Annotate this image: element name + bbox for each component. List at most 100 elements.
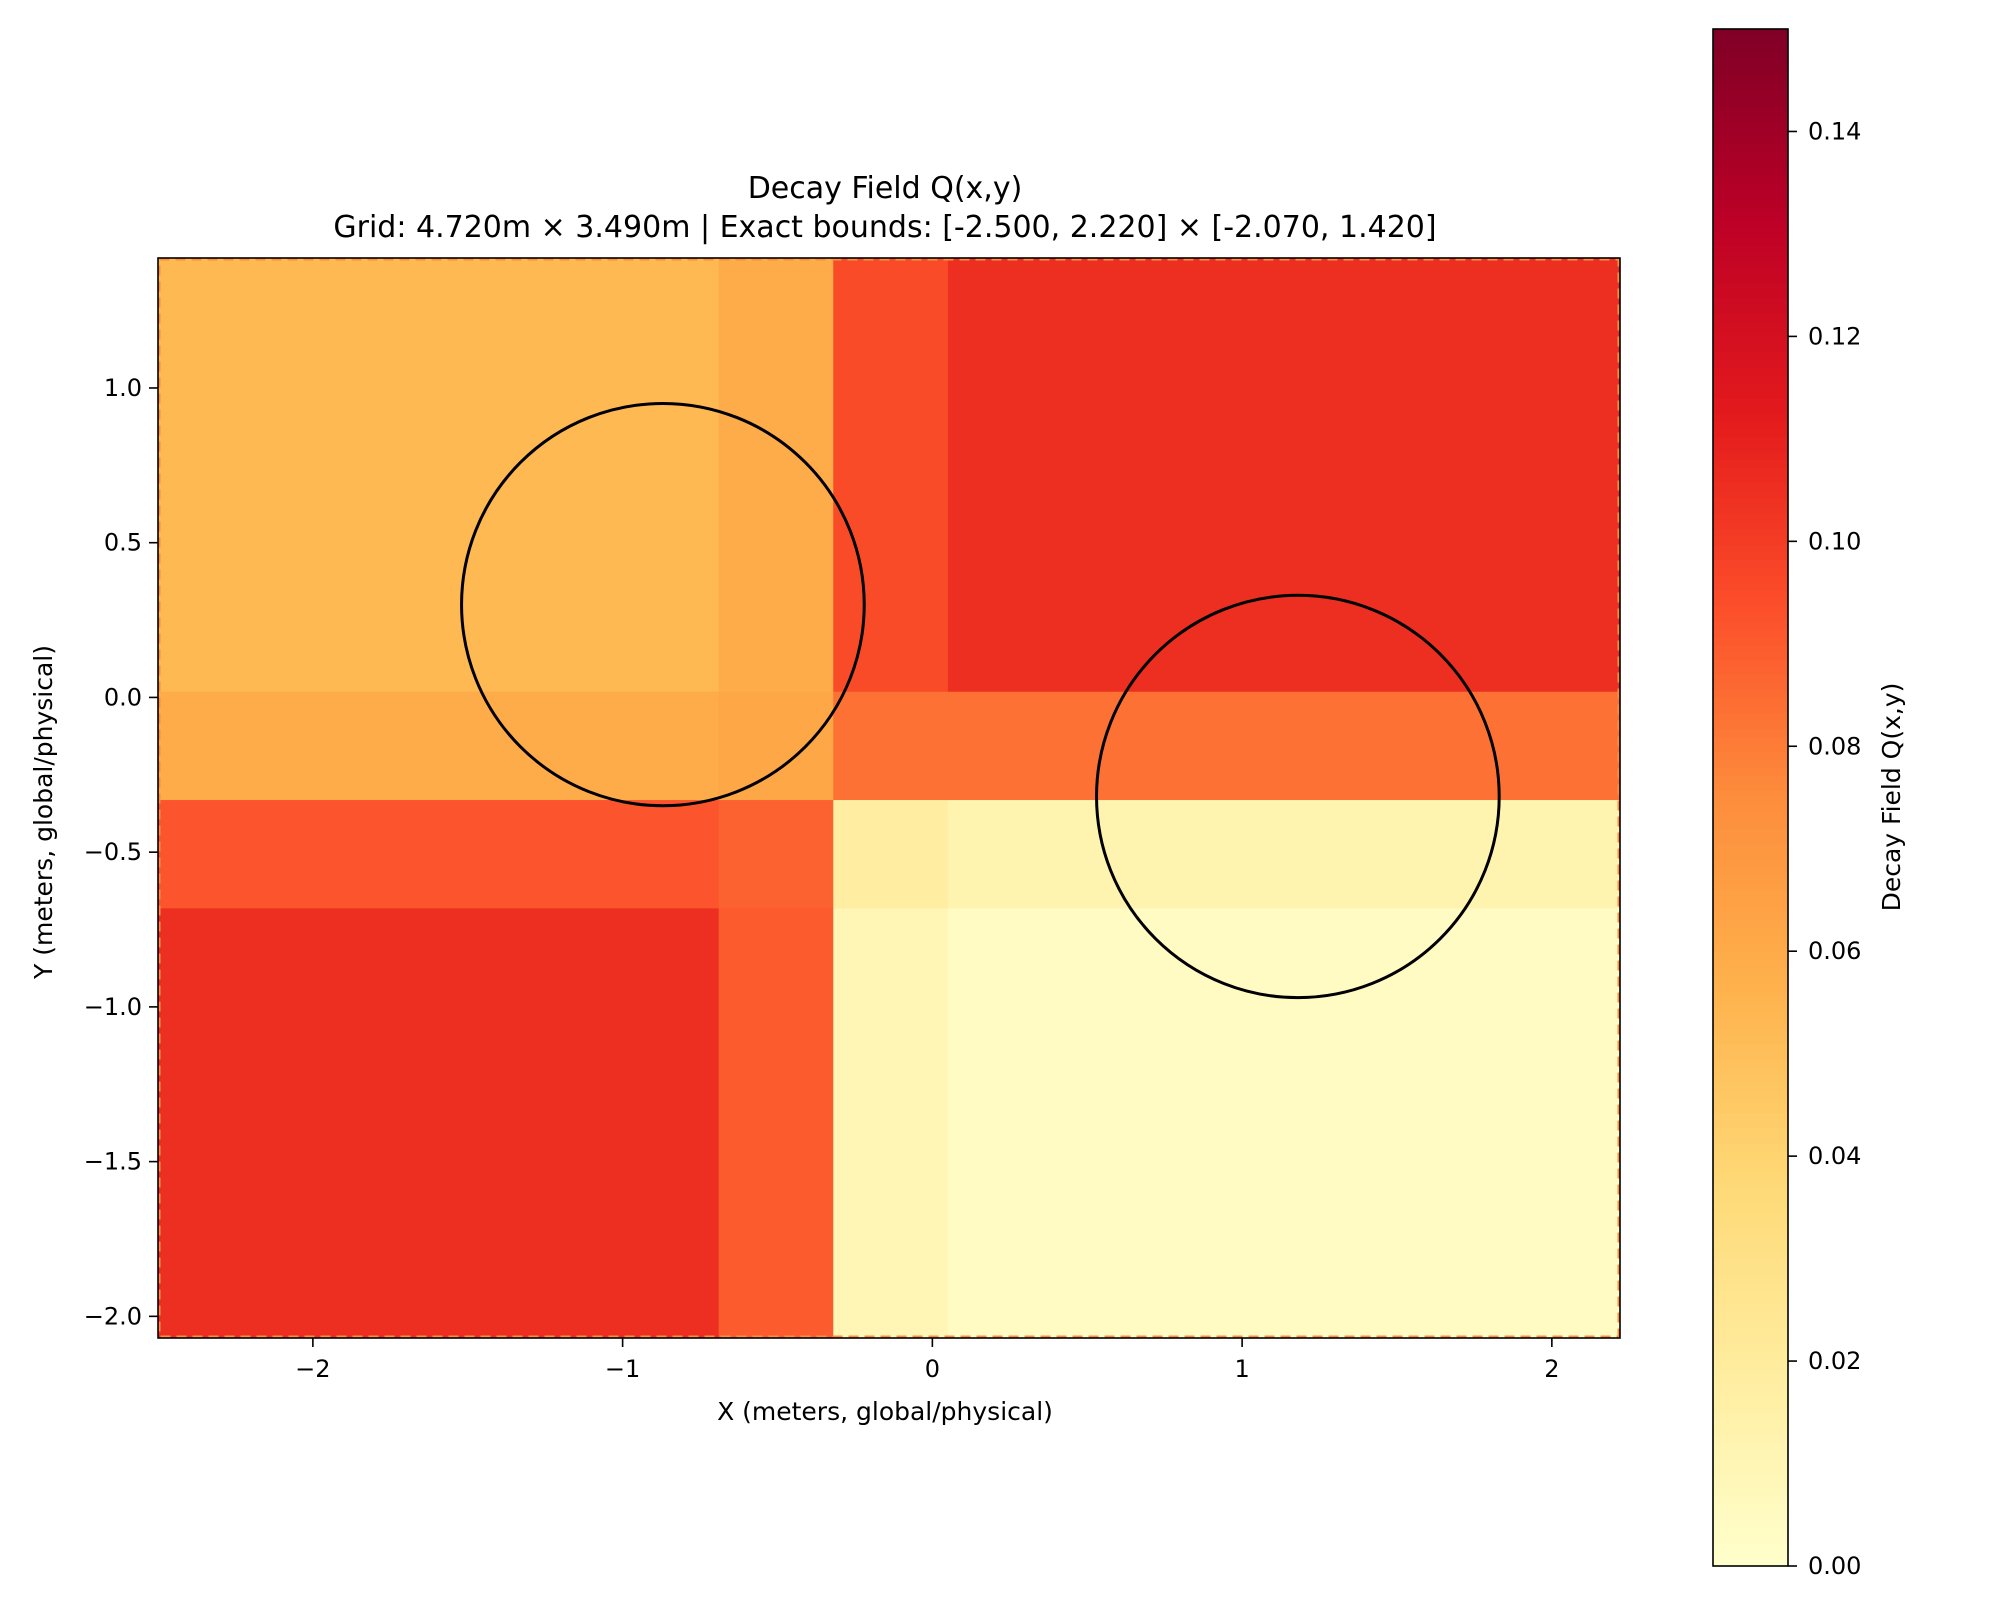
colorbar-swatch [1713,697,1788,706]
colorbar-swatch [1713,1496,1788,1506]
colorbar-swatch [1713,712,1788,722]
colorbar-swatch [1713,874,1788,883]
colorbar-swatch [1713,313,1788,322]
colorbar-swatch [1713,1481,1788,1490]
y-tick-label: 1.0 [104,374,142,402]
heatmap-cell [833,799,949,909]
chart-subtitle: Grid: 4.720m × 3.490m | Exact bounds: [-… [333,210,1436,245]
colorbar-swatch [1713,1550,1788,1559]
colorbar-swatch [1713,851,1788,860]
colorbar-swatch [1713,1151,1788,1160]
heatmap-cell [158,799,720,909]
colorbar-swatch [1713,782,1788,791]
colorbar-swatch [1713,1020,1788,1029]
colorbar-swatch [1713,1143,1788,1152]
heatmap-cell [833,691,949,801]
colorbar-swatch [1713,1435,1788,1444]
colorbar-swatch [1713,1220,1788,1229]
x-tick-label: 2 [1544,1355,1559,1383]
colorbar-swatch [1713,1012,1788,1021]
colorbar-swatch [1713,766,1788,776]
colorbar-swatch [1713,1473,1788,1483]
colorbar-swatch [1713,1335,1788,1344]
colorbar-swatch [1713,274,1788,284]
colorbar-swatch [1713,981,1788,991]
colorbar-swatch [1713,1212,1788,1221]
colorbar-swatch [1713,674,1788,683]
chart-title: Decay Field Q(x,y) [748,171,1023,206]
colorbar-swatch [1713,221,1788,230]
colorbar-swatch [1713,128,1788,138]
heatmap-cell [718,799,834,909]
colorbar-swatch [1713,728,1788,737]
colorbar-swatch [1713,1304,1788,1313]
colorbar-swatch [1713,1297,1788,1306]
colorbar-swatch [1713,428,1788,437]
colorbar-swatch [1713,1066,1788,1075]
colorbar-swatch [1713,597,1788,606]
colorbar-swatch [1713,820,1788,829]
colorbar-swatch [1713,590,1788,599]
colorbar-swatch [1713,75,1788,84]
colorbar-swatch [1713,159,1788,168]
colorbar-swatch [1713,1089,1788,1098]
colorbar-swatch [1713,835,1788,845]
colorbar-swatch [1713,505,1788,514]
colorbar-swatch [1713,1004,1788,1014]
colorbar-swatch [1713,336,1788,345]
colorbar-swatch [1713,90,1788,99]
y-axis-label: Y (meters, global/physical) [29,645,58,980]
colorbar-swatch [1713,344,1788,353]
colorbar-swatch [1713,1443,1788,1452]
y-tick-label: −0.5 [84,838,142,866]
colorbar-tick-label: 0.06 [1808,937,1861,965]
colorbar-swatch [1713,1127,1788,1137]
colorbar-swatch [1713,490,1788,499]
colorbar-swatch [1713,513,1788,522]
heatmap-cell [718,258,834,692]
colorbar-swatch [1713,889,1788,899]
colorbar-swatch [1713,259,1788,268]
colorbar-swatch [1713,1281,1788,1290]
colorbar-swatch [1713,1166,1788,1175]
colorbar-swatch [1713,1527,1788,1536]
colorbar-swatch [1713,605,1788,614]
colorbar-swatch [1713,759,1788,768]
colorbar-swatch [1713,482,1788,491]
colorbar-swatch [1713,1197,1788,1206]
colorbar-swatch [1713,805,1788,814]
colorbar-swatch [1713,1343,1788,1352]
colorbar-swatch [1713,1535,1788,1544]
colorbar-swatch [1713,497,1788,507]
colorbar-swatch [1713,1327,1788,1337]
colorbar-swatch [1713,1174,1788,1183]
colorbar-swatch [1713,905,1788,914]
colorbar-swatch [1713,989,1788,998]
colorbar-swatch [1713,190,1788,199]
colorbar-tick-label: 0.02 [1808,1347,1861,1375]
colorbar-swatch [1713,1458,1788,1467]
colorbar-swatch [1713,1404,1788,1413]
colorbar-swatch [1713,943,1788,952]
colorbar-swatch [1713,1035,1788,1045]
colorbar-swatch [1713,121,1788,130]
colorbar-swatch [1713,1273,1788,1283]
colorbar-swatch [1713,897,1788,906]
colorbar-swatch [1713,1120,1788,1129]
colorbar-swatch [1713,689,1788,699]
heatmap-cell [947,907,1621,1339]
colorbar-swatch [1713,651,1788,660]
colorbar-swatch [1713,1350,1788,1360]
colorbar-swatch [1713,144,1788,153]
colorbar-tick-label: 0.00 [1808,1552,1861,1580]
colorbar-swatch [1713,1542,1788,1552]
colorbar-swatch [1713,620,1788,630]
colorbar-swatch [1713,1381,1788,1390]
colorbar-swatch [1713,59,1788,69]
x-axis: −2 −1 0 1 2 [295,1338,1559,1383]
colorbar-swatch [1713,297,1788,307]
colorbar-swatch [1713,244,1788,253]
colorbar-swatch [1713,420,1788,430]
colorbar-swatch [1713,228,1788,238]
